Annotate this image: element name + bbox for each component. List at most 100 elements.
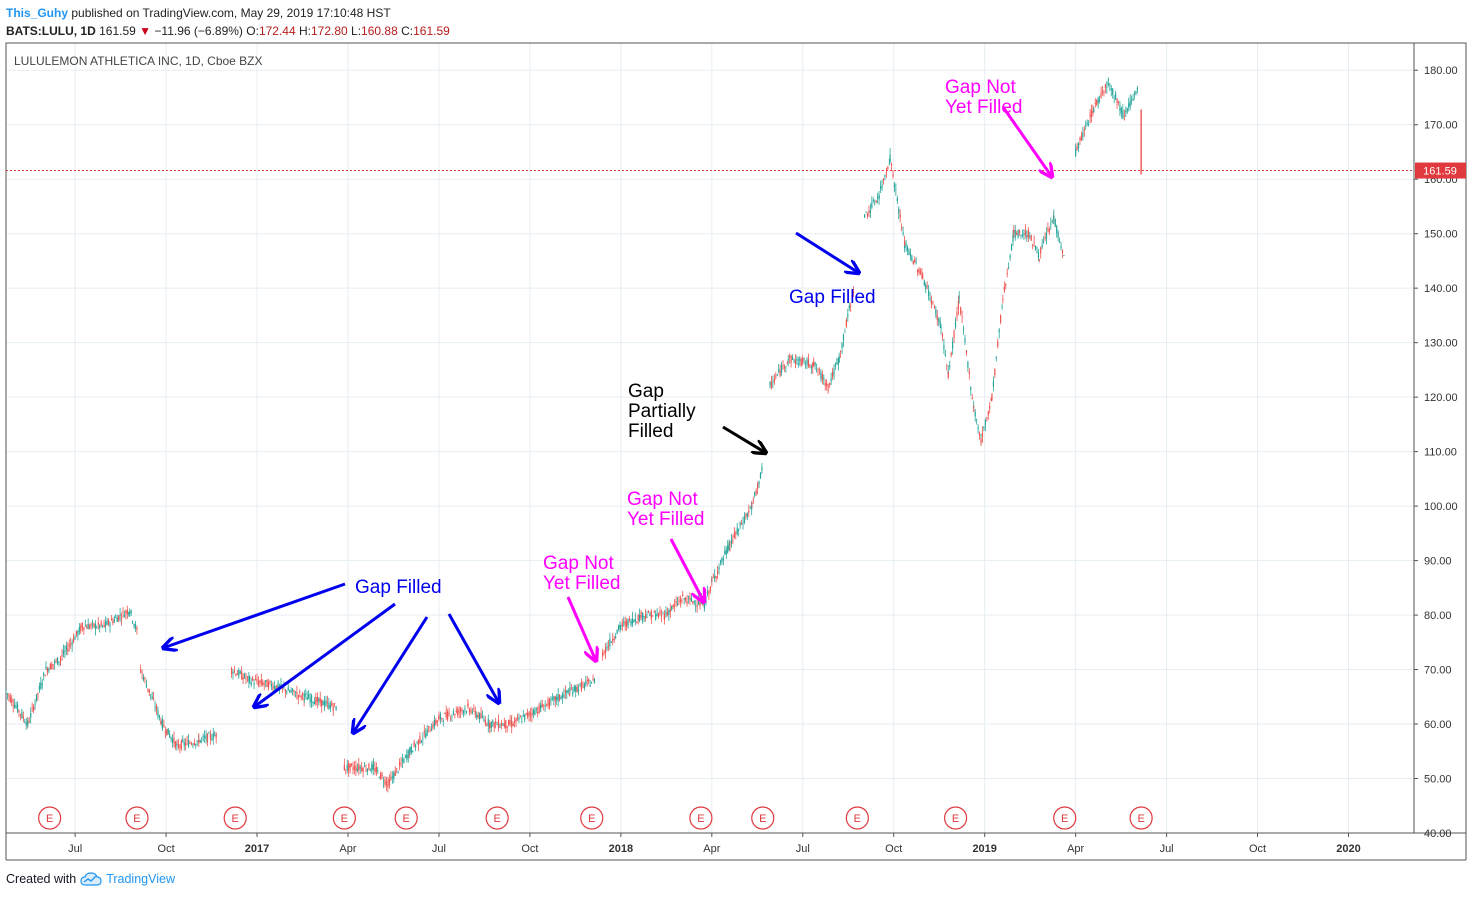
candle-body: [12, 704, 14, 707]
candle-body: [1045, 232, 1048, 240]
candle-body: [254, 679, 257, 681]
candle-body: [905, 242, 907, 247]
low-label: L:: [351, 24, 362, 38]
candle-body: [106, 620, 108, 625]
candle-body: [902, 232, 904, 235]
y-axis: 40.00 50.00 60.00 70.00 80.00 90.00 100.00 110.…: [1414, 65, 1458, 840]
publisher-link[interactable]: This_Guhy: [6, 6, 69, 20]
candle-body: [9, 696, 11, 702]
candle-body: [590, 682, 593, 684]
candle-body: [157, 710, 159, 716]
candle-body: [925, 284, 927, 290]
y-tick-label: 180.00: [1424, 65, 1458, 77]
candle-body: [45, 666, 47, 670]
candle-body: [509, 720, 511, 725]
candle-body: [603, 651, 605, 653]
candle-body: [964, 338, 966, 342]
candle-body: [742, 522, 744, 525]
candle-body: [259, 680, 261, 683]
candle-body: [602, 652, 604, 657]
candle-body: [21, 711, 23, 718]
candle-body: [161, 720, 164, 727]
candle-body: [1058, 241, 1061, 243]
candle-body: [1060, 246, 1062, 249]
candle-body: [16, 704, 19, 712]
earnings-marker-icon: [223, 806, 247, 830]
candle-body: [179, 746, 181, 748]
candle-body: [241, 671, 243, 680]
candle-body: [627, 618, 629, 626]
candle-body: [503, 722, 505, 727]
candle-body: [78, 626, 80, 633]
candle-body: [869, 209, 872, 213]
candle-body: [423, 730, 425, 733]
candle-body: [171, 738, 174, 744]
candle-body: [958, 296, 960, 298]
candle-body: [249, 676, 251, 679]
earnings-marker-label: E: [952, 813, 959, 825]
candle-body: [882, 178, 885, 180]
candle-body: [778, 369, 780, 372]
candle-body: [72, 637, 75, 643]
candle-body: [1082, 132, 1084, 138]
candle-body: [508, 719, 510, 726]
candle-body: [1044, 237, 1046, 239]
candle-body: [630, 620, 632, 626]
candle-body: [397, 771, 399, 773]
candle-body: [928, 290, 930, 296]
earnings-marker-icon: [394, 806, 418, 830]
candle-body: [68, 644, 70, 647]
candle-body: [468, 709, 471, 713]
candle-body: [100, 621, 102, 626]
candle-body: [512, 724, 514, 726]
y-tick-label: 150.00: [1424, 229, 1458, 241]
candle-body: [497, 719, 500, 729]
candle-body: [356, 768, 358, 771]
candle-body: [352, 767, 354, 770]
candle-body: [502, 724, 504, 726]
candle-body: [877, 196, 879, 199]
candle-body: [892, 174, 894, 177]
y-tick-label: 80.00: [1424, 610, 1452, 622]
candle-body: [460, 707, 462, 712]
candle-body: [329, 704, 331, 709]
arrow-gap-filled-4: [447, 613, 499, 703]
candle-body: [474, 710, 476, 715]
candle-body: [624, 621, 626, 626]
candle-body: [1017, 229, 1019, 238]
candle-body: [550, 698, 552, 701]
candle-body: [1008, 267, 1010, 269]
chart-grid: [6, 43, 1414, 833]
candle-body: [655, 614, 657, 620]
candle-body: [315, 697, 317, 705]
candle-body: [793, 359, 795, 362]
tradingview-link[interactable]: TradingView: [106, 872, 175, 886]
candle-body: [422, 738, 424, 740]
candle-body: [334, 703, 336, 705]
candle-body: [754, 491, 756, 496]
candle-body: [318, 698, 320, 702]
candle-body: [1107, 82, 1109, 86]
low-value: 160.88: [361, 24, 398, 38]
candle-body: [850, 305, 852, 307]
annotations: Gap Filled Gap Not Yet Filled Gap Not Yet …: [163, 77, 1052, 733]
candle-body: [473, 707, 475, 709]
candle-body: [642, 613, 644, 618]
candle-body: [369, 770, 371, 772]
candle-body: [965, 350, 968, 354]
candle-body: [62, 650, 65, 655]
candle-body: [290, 690, 292, 693]
candle-body: [532, 709, 534, 715]
candle-body: [6, 693, 9, 695]
candle-body: [871, 202, 873, 208]
candle-body: [214, 735, 216, 737]
candle-body: [842, 334, 845, 341]
candle-body: [335, 706, 337, 711]
candle-body: [89, 625, 91, 628]
candle-body: [743, 517, 746, 523]
candle-body: [946, 365, 948, 367]
candle-body: [59, 658, 62, 660]
x-tick-label: Oct: [885, 843, 902, 855]
candle-body: [109, 623, 111, 627]
